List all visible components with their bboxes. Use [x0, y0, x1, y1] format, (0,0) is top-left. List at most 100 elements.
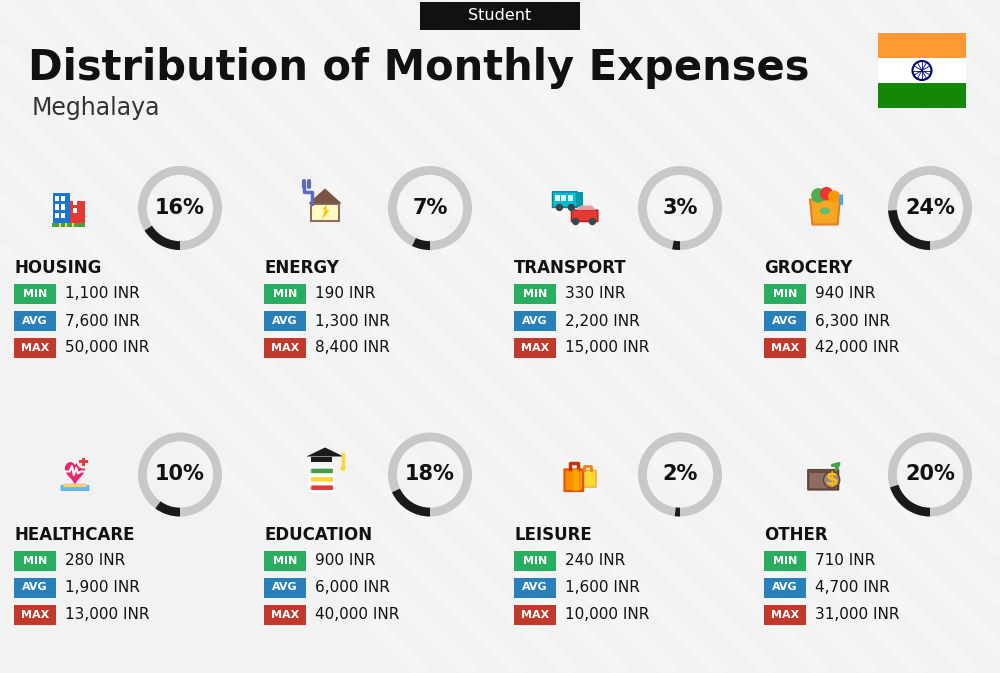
FancyBboxPatch shape — [309, 485, 312, 491]
FancyBboxPatch shape — [264, 284, 306, 304]
Text: MIN: MIN — [23, 555, 47, 565]
Text: MIN: MIN — [523, 289, 547, 299]
Text: MAX: MAX — [771, 343, 799, 353]
Text: 330 INR: 330 INR — [565, 287, 626, 302]
Text: 16%: 16% — [155, 198, 205, 218]
Circle shape — [820, 188, 832, 200]
Text: MAX: MAX — [21, 610, 49, 620]
FancyBboxPatch shape — [61, 485, 89, 491]
FancyBboxPatch shape — [764, 311, 806, 331]
Text: MIN: MIN — [273, 555, 297, 565]
Wedge shape — [888, 166, 972, 250]
FancyBboxPatch shape — [55, 205, 59, 210]
FancyBboxPatch shape — [14, 284, 56, 304]
FancyBboxPatch shape — [514, 311, 556, 331]
Wedge shape — [675, 507, 680, 516]
FancyBboxPatch shape — [61, 196, 65, 201]
Text: AVG: AVG — [22, 316, 48, 326]
Circle shape — [556, 205, 562, 211]
Text: 8,400 INR: 8,400 INR — [315, 341, 390, 355]
FancyBboxPatch shape — [311, 456, 332, 462]
FancyBboxPatch shape — [564, 469, 583, 491]
FancyBboxPatch shape — [514, 551, 556, 571]
Text: HEALTHCARE: HEALTHCARE — [14, 526, 134, 544]
FancyBboxPatch shape — [764, 577, 806, 598]
FancyBboxPatch shape — [878, 83, 966, 108]
Text: 4,700 INR: 4,700 INR — [815, 580, 890, 595]
FancyBboxPatch shape — [309, 485, 334, 491]
FancyBboxPatch shape — [514, 284, 556, 304]
Text: 1,300 INR: 1,300 INR — [315, 314, 390, 328]
FancyBboxPatch shape — [764, 284, 806, 304]
Text: MIN: MIN — [773, 555, 797, 565]
FancyBboxPatch shape — [573, 469, 579, 491]
FancyBboxPatch shape — [264, 551, 306, 571]
FancyBboxPatch shape — [73, 200, 77, 205]
FancyBboxPatch shape — [264, 338, 306, 358]
Text: 6,300 INR: 6,300 INR — [815, 314, 890, 328]
Text: ENERGY: ENERGY — [264, 259, 339, 277]
Polygon shape — [308, 188, 342, 203]
FancyBboxPatch shape — [264, 604, 306, 625]
FancyBboxPatch shape — [878, 58, 966, 83]
FancyBboxPatch shape — [61, 213, 65, 218]
FancyBboxPatch shape — [70, 201, 85, 225]
Wedge shape — [888, 210, 930, 250]
Text: AVG: AVG — [272, 316, 298, 326]
FancyBboxPatch shape — [58, 223, 61, 227]
FancyBboxPatch shape — [582, 470, 596, 487]
FancyBboxPatch shape — [561, 194, 566, 201]
Text: OTHER: OTHER — [764, 526, 828, 544]
Text: 7%: 7% — [412, 198, 448, 218]
FancyBboxPatch shape — [878, 33, 966, 58]
Text: TRANSPORT: TRANSPORT — [514, 259, 627, 277]
FancyBboxPatch shape — [73, 208, 77, 213]
Text: AVG: AVG — [22, 583, 48, 592]
Text: 1,600 INR: 1,600 INR — [565, 580, 640, 595]
Wedge shape — [392, 489, 430, 516]
Text: MAX: MAX — [21, 343, 49, 353]
Text: Meghalaya: Meghalaya — [32, 96, 160, 120]
Text: 1,100 INR: 1,100 INR — [65, 287, 140, 302]
FancyBboxPatch shape — [264, 577, 306, 598]
Text: MAX: MAX — [771, 610, 799, 620]
FancyBboxPatch shape — [264, 311, 306, 331]
Text: 24%: 24% — [905, 198, 955, 218]
FancyBboxPatch shape — [555, 194, 560, 201]
Text: 2,200 INR: 2,200 INR — [565, 314, 640, 328]
Polygon shape — [66, 463, 84, 484]
Polygon shape — [576, 205, 596, 210]
Polygon shape — [810, 200, 840, 225]
FancyBboxPatch shape — [764, 338, 806, 358]
FancyBboxPatch shape — [568, 194, 573, 201]
Wedge shape — [138, 166, 222, 250]
FancyBboxPatch shape — [52, 223, 85, 227]
Circle shape — [824, 472, 840, 488]
Circle shape — [829, 191, 839, 202]
Text: 6,000 INR: 6,000 INR — [315, 580, 390, 595]
Text: 31,000 INR: 31,000 INR — [815, 607, 900, 622]
Text: 900 INR: 900 INR — [315, 553, 375, 568]
FancyBboxPatch shape — [14, 311, 56, 331]
Text: MIN: MIN — [23, 289, 47, 299]
FancyBboxPatch shape — [420, 2, 580, 30]
Wedge shape — [672, 240, 680, 250]
Polygon shape — [322, 205, 330, 219]
Text: AVG: AVG — [522, 583, 548, 592]
Text: 3%: 3% — [662, 198, 698, 218]
FancyBboxPatch shape — [309, 468, 334, 474]
Text: 13,000 INR: 13,000 INR — [65, 607, 150, 622]
Text: AVG: AVG — [772, 583, 798, 592]
FancyBboxPatch shape — [14, 577, 56, 598]
Text: 280 INR: 280 INR — [65, 553, 125, 568]
Wedge shape — [388, 166, 472, 250]
Polygon shape — [306, 448, 344, 456]
FancyBboxPatch shape — [514, 604, 556, 625]
FancyBboxPatch shape — [764, 604, 806, 625]
FancyBboxPatch shape — [571, 210, 598, 221]
Text: MIN: MIN — [523, 555, 547, 565]
Wedge shape — [388, 433, 472, 516]
FancyBboxPatch shape — [61, 205, 65, 210]
Text: EDUCATION: EDUCATION — [264, 526, 372, 544]
FancyBboxPatch shape — [14, 604, 56, 625]
